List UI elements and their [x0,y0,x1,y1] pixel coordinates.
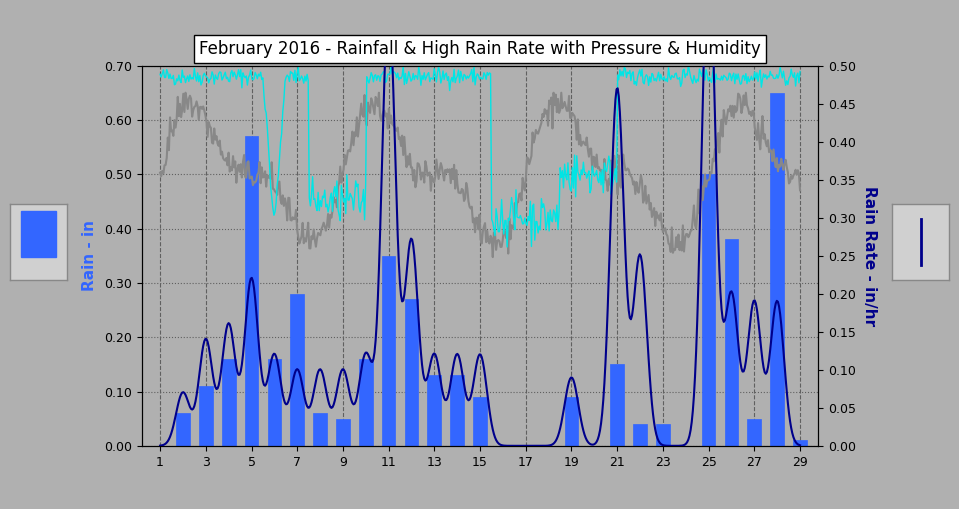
Bar [702,174,715,446]
Bar [428,375,441,446]
Bar [451,375,464,446]
Bar [21,211,56,257]
Bar [565,397,578,446]
Y-axis label: Rain - in: Rain - in [82,220,97,291]
Bar [656,424,669,446]
Bar [405,299,418,446]
Bar [245,136,258,446]
Bar [725,239,738,446]
Bar [770,93,784,446]
Y-axis label: Rain Rate - in/hr: Rain Rate - in/hr [862,186,877,326]
Bar [291,294,304,446]
Bar [314,413,327,446]
Bar [382,256,395,446]
Bar [610,364,624,446]
Title: February 2016 - Rainfall & High Rain Rate with Pressure & Humidity: February 2016 - Rainfall & High Rain Rat… [199,40,760,59]
Bar [336,419,350,446]
Bar [633,424,647,446]
Bar [176,413,190,446]
Bar [199,386,213,446]
Bar [268,359,281,446]
Bar [222,359,236,446]
Bar [747,419,761,446]
Bar [473,397,487,446]
Bar [359,359,373,446]
Bar [793,440,807,446]
